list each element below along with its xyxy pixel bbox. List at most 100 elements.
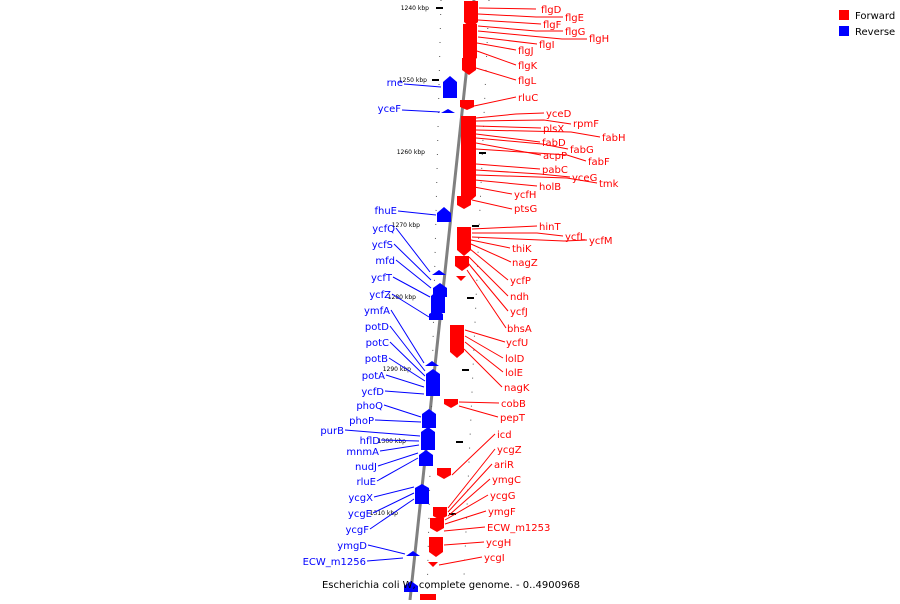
gene-label[interactable]: flgL [518,76,537,87]
forward-gene-block[interactable] [444,399,458,408]
gene-label[interactable]: ycgZ [497,445,522,456]
gene-label[interactable]: icd [497,430,512,441]
gene-label[interactable]: ycfU [506,338,528,349]
reverse-gene-block[interactable] [429,310,443,320]
gene-label[interactable]: potC [366,338,389,349]
gene-label[interactable]: yceD [546,109,572,120]
forward-gene-block[interactable] [456,276,466,281]
gene-label[interactable]: ycgG [490,491,516,502]
gene-label[interactable]: rluC [518,93,538,104]
gene-label[interactable]: fabD [542,138,566,149]
gene-label[interactable]: ycgI [484,553,505,564]
gene-label[interactable]: lolE [505,368,523,379]
forward-gene-block[interactable] [464,1,478,28]
gene-label[interactable]: flgH [589,34,609,45]
gene-label[interactable]: ycgH [486,538,511,549]
gene-label[interactable]: hflD [360,436,381,447]
reverse-gene-block[interactable] [421,427,435,450]
gene-label[interactable]: holB [539,182,561,193]
gene-label[interactable]: ycgX [348,493,373,504]
gene-label[interactable]: ECW_m1253 [487,523,550,534]
gene-label[interactable]: potA [362,371,385,382]
gene-label[interactable]: ycfQ [372,224,395,235]
reverse-gene-block[interactable] [432,270,446,275]
gene-label[interactable]: rne [387,78,403,89]
forward-gene-block[interactable] [461,116,476,203]
gene-label[interactable]: pepT [500,413,526,424]
gene-label[interactable]: phoP [349,416,374,427]
gene-label[interactable]: potD [365,322,389,333]
forward-gene-block[interactable] [437,468,451,479]
gene-label[interactable]: flgD [541,5,562,16]
gene-label[interactable]: flgK [518,61,538,72]
gene-label[interactable]: ycfT [371,273,393,284]
gene-label[interactable]: nudJ [355,462,377,473]
gene-label[interactable]: ycgE [348,509,372,520]
gene-label[interactable]: flgE [565,13,584,24]
gene-label[interactable]: plsX [543,124,564,135]
gene-label[interactable]: ECW_m1256 [303,557,366,568]
forward-gene-block[interactable] [450,325,464,358]
gene-label[interactable]: ycfZ [369,290,391,301]
gene-label[interactable]: thiK [512,244,532,255]
gene-label[interactable]: ycfP [510,276,531,287]
reverse-gene-block[interactable] [443,76,457,98]
gene-label[interactable]: ycfD [361,387,384,398]
gene-label[interactable]: ymgD [337,541,367,552]
gene-label[interactable]: nagZ [512,258,538,269]
gene-label[interactable]: mnmA [346,447,379,458]
gene-label[interactable]: flgJ [518,46,534,57]
gene-label[interactable]: pabC [542,165,568,176]
forward-gene-block[interactable] [420,594,436,600]
gene-label[interactable]: ycfM [589,236,613,247]
reverse-gene-block[interactable] [415,484,429,504]
gene-label[interactable]: potB [365,354,388,365]
gene-label[interactable]: hinT [539,222,561,233]
gene-label[interactable]: ymfA [364,306,390,317]
gene-label[interactable]: bhsA [507,324,532,335]
gene-label[interactable]: ymgF [488,507,516,518]
forward-gene-block[interactable] [428,562,438,567]
gene-label[interactable]: fhuE [374,206,397,217]
reverse-gene-block[interactable] [437,207,451,222]
reverse-gene-block[interactable] [426,369,440,396]
forward-gene-block[interactable] [455,256,469,271]
forward-gene-block[interactable] [433,507,447,520]
gene-label[interactable]: cobB [501,399,526,410]
forward-gene-block[interactable] [463,24,477,63]
reverse-gene-block[interactable] [406,551,420,556]
gene-label[interactable]: flgI [539,40,555,51]
gene-label[interactable]: ymgC [492,475,521,486]
gene-label[interactable]: flgG [565,27,585,38]
gene-label[interactable]: ycfS [372,240,393,251]
forward-gene-block[interactable] [457,227,471,256]
gene-label[interactable]: fabG [570,145,594,156]
gene-label[interactable]: ycfH [514,190,536,201]
gene-label[interactable]: tmk [599,179,619,190]
reverse-gene-block[interactable] [422,409,436,428]
forward-gene-block[interactable] [462,58,476,75]
gene-label[interactable]: fabH [602,133,626,144]
gene-label[interactable]: lolD [505,354,525,365]
gene-label[interactable]: yceF [378,104,402,115]
gene-label[interactable]: flgF [543,20,562,31]
gene-label[interactable]: ariR [494,460,514,471]
gene-label[interactable]: fabF [588,157,610,168]
gene-label[interactable]: ycfJ [510,307,528,318]
gene-label[interactable]: phoQ [356,401,383,412]
forward-gene-block[interactable] [429,537,443,557]
reverse-gene-block[interactable] [404,581,418,592]
gene-label[interactable]: yceG [572,173,597,184]
forward-gene-block[interactable] [430,518,444,532]
gene-label[interactable]: ycgF [345,525,369,536]
gene-label[interactable]: acpP [543,151,567,162]
gene-label[interactable]: purB [320,426,344,437]
reverse-gene-block[interactable] [419,450,433,466]
reverse-gene-block[interactable] [441,109,455,113]
reverse-gene-block[interactable] [425,361,439,366]
forward-gene-block[interactable] [460,100,474,110]
forward-gene-block[interactable] [457,196,471,209]
gene-label[interactable]: ndh [510,292,529,303]
gene-label[interactable]: rpmF [573,119,599,130]
gene-label[interactable]: nagK [504,383,530,394]
